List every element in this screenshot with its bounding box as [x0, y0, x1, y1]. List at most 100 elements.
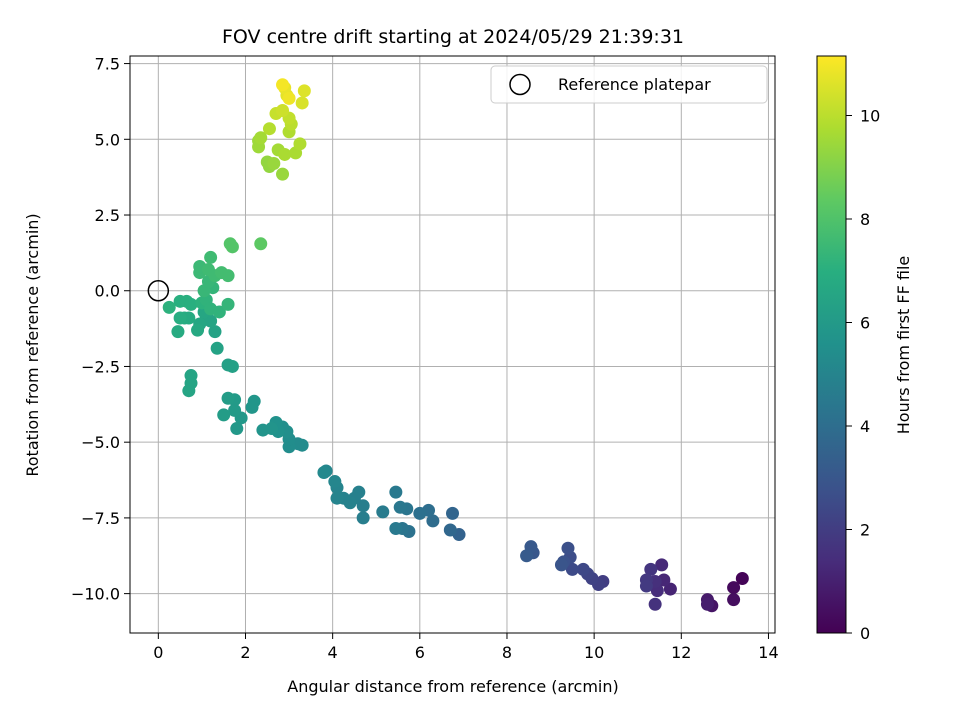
legend: Reference platepar [490, 65, 768, 104]
y-tick-label: −2.5 [81, 357, 120, 376]
data-point [295, 96, 309, 110]
data-point [297, 84, 311, 98]
x-axis: 0 2 4 6 8 10 12 14 [153, 633, 779, 662]
data-point [393, 500, 407, 514]
data-point [648, 597, 662, 611]
data-point [376, 505, 390, 519]
data-point [256, 423, 270, 437]
data-point [230, 422, 244, 436]
data-point [655, 558, 669, 572]
data-point [561, 541, 575, 555]
data-point [162, 300, 176, 314]
data-point [565, 562, 579, 576]
colorbar-tick-label: 2 [860, 521, 870, 540]
data-point [735, 571, 749, 585]
data-point [221, 358, 235, 372]
data-point [389, 485, 403, 499]
data-point [520, 549, 534, 563]
colorbar-tick-label: 0 [860, 624, 870, 643]
data-point [727, 581, 741, 595]
data-point [208, 325, 222, 339]
data-point [254, 237, 268, 251]
data-point [191, 323, 205, 337]
reference-point-marker [147, 279, 170, 302]
y-tick-label: 7.5 [95, 55, 120, 74]
data-point [356, 499, 370, 513]
data-point [217, 408, 231, 422]
y-tick-label: 0.0 [95, 282, 120, 301]
data-point [317, 465, 331, 479]
data-point [262, 122, 276, 136]
data-point [267, 157, 281, 171]
plot-frame [129, 55, 776, 634]
colorbar-tick-label: 6 [860, 314, 870, 333]
data-point [171, 325, 185, 339]
x-tick-label: 0 [153, 643, 163, 662]
y-tick-label: 2.5 [95, 206, 120, 225]
data-point [700, 597, 714, 611]
legend-label: Reference platepar [558, 75, 711, 94]
data-point [356, 511, 370, 525]
x-tick-label: 6 [415, 643, 425, 662]
data-point [330, 491, 344, 505]
data-point [328, 475, 342, 489]
colorbar-gradient [817, 56, 846, 633]
y-axis: −10.0 −7.5 −5.0 −2.5 0.0 2.5 5.0 7.5 [71, 55, 130, 604]
data-point [446, 506, 459, 520]
data-point [221, 297, 235, 311]
data-point [212, 305, 226, 319]
data-point [254, 131, 268, 145]
x-tick-label: 12 [671, 643, 691, 662]
data-point [276, 78, 290, 92]
data-point [639, 579, 653, 593]
data-point [276, 167, 290, 181]
data-point [245, 400, 259, 414]
colorbar-ticks: 0 2 4 6 8 10 [846, 107, 880, 643]
data-point [576, 562, 590, 576]
data-point [225, 240, 239, 254]
legend-box [490, 65, 768, 104]
y-tick-label: 5.0 [95, 130, 120, 149]
legend-marker [509, 73, 531, 96]
data-point [443, 523, 457, 537]
data-point [221, 269, 235, 283]
data-point [282, 91, 296, 105]
data-point [184, 297, 198, 311]
data-point [426, 514, 440, 528]
y-axis-label: Rotation from reference (arcmin) [23, 213, 42, 476]
colorbar-frame [816, 55, 847, 634]
data-point [727, 593, 741, 607]
x-tick-label: 8 [502, 643, 512, 662]
data-point [278, 147, 292, 161]
y-tick-label: −5.0 [81, 433, 120, 452]
x-tick-label: 4 [328, 643, 338, 662]
data-point [663, 582, 677, 596]
colorbar-tick-label: 4 [860, 417, 870, 436]
colorbar-label: Hours from first FF file [894, 256, 913, 435]
colorbar-tick-label: 10 [860, 107, 880, 126]
data-point [554, 558, 568, 572]
y-tick-label: −7.5 [81, 509, 120, 528]
y-tick-label: −10.0 [71, 585, 120, 604]
colorbar: 0 2 4 6 8 10 Hours from first FF file [816, 55, 913, 643]
x-tick-label: 2 [240, 643, 250, 662]
data-point [221, 391, 235, 405]
grid [130, 56, 775, 633]
data-point [293, 137, 307, 151]
chart-title: FOV centre drift starting at 2024/05/29 … [222, 26, 684, 48]
colorbar-tick-label: 8 [860, 210, 870, 229]
data-point [389, 522, 403, 536]
data-point [413, 506, 427, 520]
data-point [204, 250, 218, 264]
x-axis-label: Angular distance from reference (arcmin) [287, 677, 618, 696]
data-point [228, 403, 242, 417]
data-point [644, 562, 658, 576]
data-point [173, 311, 187, 325]
x-tick-label: 10 [584, 643, 604, 662]
x-tick-label: 14 [758, 643, 778, 662]
data-point [210, 341, 224, 355]
data-points [162, 78, 749, 613]
data-point [182, 384, 196, 398]
data-point [276, 104, 290, 118]
